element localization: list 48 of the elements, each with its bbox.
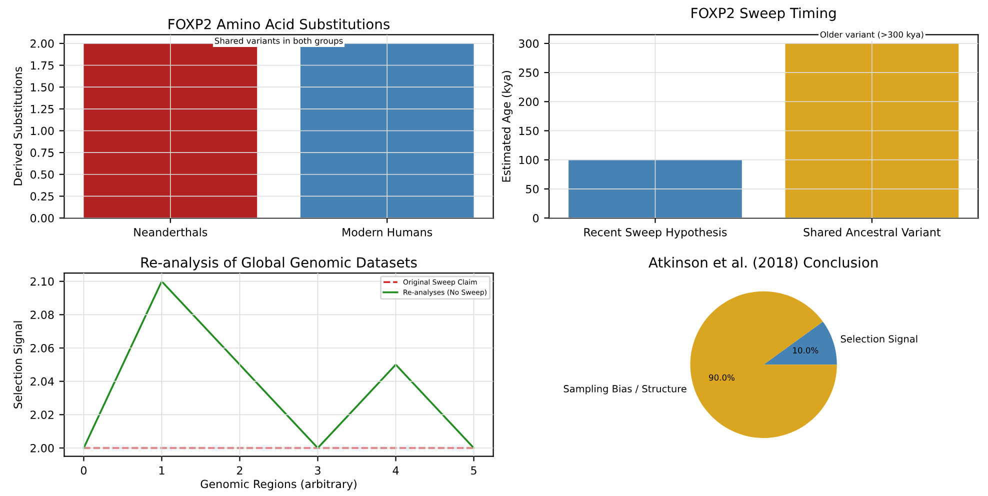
x-tick-label: 3 [315,466,320,475]
y-tick-label: 0.50 [30,170,54,179]
y-tick-label: 300 [518,39,539,48]
pie-slice [764,322,837,365]
x-tick-label: 1 [159,466,164,474]
chart-title: FOXP2 Amino Acid Substitutions [168,18,390,30]
chart-title: Re-analysis of Global Genomic Datasets [141,256,417,270]
y-tick-label: 2.10 [30,277,54,286]
x-tick-label: Recent Sweep Hypothesis [584,228,727,238]
y-tick-label: 250 [518,68,539,77]
data-label: 10.0% [793,347,818,354]
y-tick-label: 2.00 [30,444,54,452]
x-tick-label: 0 [80,466,87,475]
y-axis-title: Derived Substitutions [13,66,22,186]
y-tick-label: 0.00 [30,214,54,222]
chart-title: FOXP2 Sweep Timing [692,8,836,21]
x-tick-label: Modern Humans [342,228,432,236]
annotation: Shared variants in both groups [214,37,343,46]
y-tick-label: 2.08 [30,310,54,320]
y-tick-label: 1.75 [30,61,54,70]
slice-label: Sampling Bias / Structure [564,384,686,394]
y-tick-label: 2.06 [30,344,54,352]
annotation: Older variant (>300 kya) [820,31,924,40]
slice-label: Selection Signal [840,335,918,344]
y-tick-label: 1.25 [30,104,54,114]
y-tick-label: 150 [519,126,539,136]
y-tick-label: 50 [526,184,539,194]
x-tick-label: 2 [237,466,242,474]
y-tick-label: 2.00 [30,39,54,48]
x-tick-label: Neanderthals [134,228,208,236]
y-tick-label: 200 [518,98,539,106]
y-tick-label: 0.75 [30,148,54,157]
y-axis-title: Estimated Age (kya) [502,70,513,182]
y-tick-label: 100 [519,156,539,164]
x-tick-label: 4 [392,466,399,474]
y-tick-label: 0 [533,214,539,222]
y-tick-label: 2.02 [30,410,54,420]
chart-title: Atkinson et al. (2018) Conclusion [648,256,878,270]
pie-slice [690,291,837,438]
data-label: 90.0% [709,374,735,381]
x-tick-label: Shared Ancestral Variant [804,228,941,236]
y-tick-label: 1.50 [30,83,54,92]
x-axis-title: Genomic Regions (arbitrary) [200,480,356,490]
y-tick-label: 2.04 [30,377,54,386]
y-axis-title: Selection Signal [13,321,24,408]
x-tick-label: 5 [471,466,476,475]
y-tick-label: 1.00 [30,126,54,136]
y-tick-label: 0.25 [30,192,54,201]
